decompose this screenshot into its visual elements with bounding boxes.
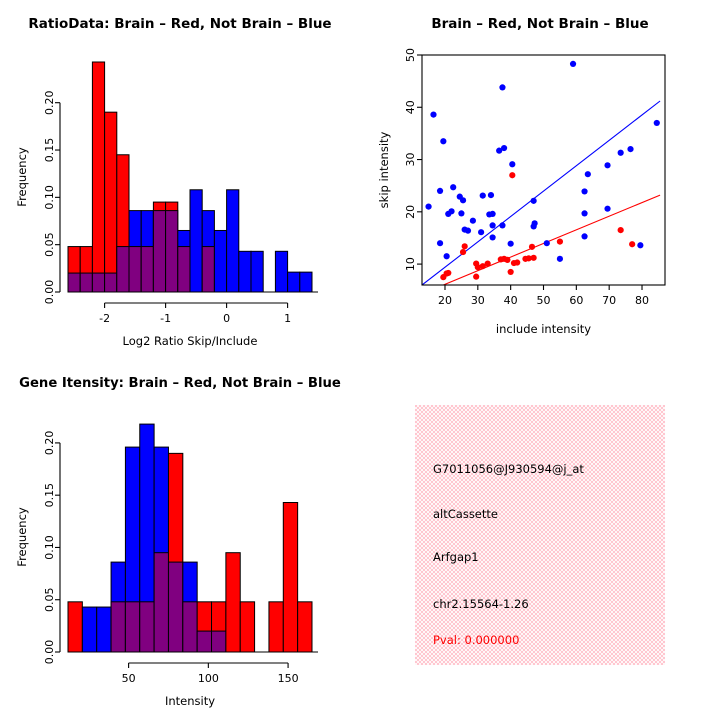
panel-gene-info: G7011056@J930594@j_at altCassette Arfgap… bbox=[360, 360, 720, 720]
svg-text:-1: -1 bbox=[160, 312, 171, 325]
panel-gene-histogram: Gene Itensity: Brain – Red, Not Brain – … bbox=[0, 360, 360, 720]
svg-text:Frequency: Frequency bbox=[15, 507, 29, 567]
scatter-title: Brain – Red, Not Brain – Blue bbox=[431, 16, 649, 32]
svg-text:70: 70 bbox=[602, 294, 616, 307]
svg-text:0: 0 bbox=[223, 312, 230, 325]
gene-histogram-axes: 0.00 0.05 0.10 0.15 0.20 50 100 150 Intensity Fre… bbox=[15, 431, 318, 708]
ratio-histogram-axes: 0.00 0.05 0.10 0.15 0.20 -2 -1 0 1 Log2 Ratio Ski… bbox=[15, 90, 318, 348]
svg-text:0.05: 0.05 bbox=[43, 232, 56, 257]
scatter-axes: 10 20 30 40 50 20 30 40 50 60 70 80 include intensit… bbox=[377, 48, 666, 336]
gene-histogram-title: Gene Itensity: Brain – Red, Not Brain – … bbox=[19, 376, 341, 391]
svg-text:0.20: 0.20 bbox=[43, 431, 56, 456]
svg-text:Log2 Ratio Skip/Include: Log2 Ratio Skip/Include bbox=[123, 334, 258, 348]
pvalue-label: Pval: 0.000000 bbox=[433, 633, 520, 647]
svg-text:150: 150 bbox=[278, 672, 299, 685]
svg-text:100: 100 bbox=[198, 672, 219, 685]
ratio-histogram-bars bbox=[67, 61, 313, 293]
gene-symbol-label: Arfgap1 bbox=[433, 550, 479, 564]
svg-text:0.20: 0.20 bbox=[43, 90, 56, 115]
svg-text:20: 20 bbox=[438, 294, 452, 307]
svg-text:0.00: 0.00 bbox=[43, 280, 56, 305]
scatter-fit-lines bbox=[422, 100, 661, 285]
event-type-label: altCassette bbox=[433, 507, 498, 521]
svg-text:0.15: 0.15 bbox=[43, 138, 56, 163]
panel-ratio-histogram: RatioData: Brain – Red, Not Brain – Blue… bbox=[0, 0, 360, 360]
svg-text:20: 20 bbox=[404, 205, 417, 219]
gene-info-box: G7011056@J930594@j_at altCassette Arfgap… bbox=[415, 405, 665, 665]
svg-text:60: 60 bbox=[569, 294, 583, 307]
probe-id-label: G7011056@J930594@j_at bbox=[433, 462, 584, 476]
svg-text:40: 40 bbox=[504, 294, 518, 307]
svg-text:0.10: 0.10 bbox=[43, 535, 56, 560]
svg-text:0.10: 0.10 bbox=[43, 185, 56, 210]
svg-text:40: 40 bbox=[404, 100, 417, 114]
svg-text:Intensity: Intensity bbox=[165, 694, 215, 708]
svg-text:1: 1 bbox=[284, 312, 291, 325]
svg-text:skip intensity: skip intensity bbox=[377, 131, 391, 208]
svg-text:10: 10 bbox=[404, 257, 417, 271]
scatter-plot: 10 20 30 40 50 20 30 40 50 60 70 80 include intensit… bbox=[377, 48, 666, 336]
svg-text:30: 30 bbox=[471, 294, 485, 307]
svg-text:30: 30 bbox=[404, 153, 417, 167]
scatter-points bbox=[425, 60, 660, 281]
locus-label: chr2.15564-1.26 bbox=[433, 597, 529, 611]
gene-histogram-plot: 0.00 0.05 0.10 0.15 0.20 50 100 150 Intensity Fre… bbox=[15, 423, 318, 708]
ratio-histogram-plot: 0.00 0.05 0.10 0.15 0.20 -2 -1 0 1 Log2 Ratio Ski… bbox=[15, 61, 318, 348]
svg-text:0.15: 0.15 bbox=[43, 483, 56, 508]
svg-text:-2: -2 bbox=[99, 312, 110, 325]
svg-text:50: 50 bbox=[537, 294, 551, 307]
svg-text:0.00: 0.00 bbox=[43, 640, 56, 665]
svg-text:Frequency: Frequency bbox=[15, 147, 29, 207]
ratio-histogram-title: RatioData: Brain – Red, Not Brain – Blue bbox=[28, 16, 332, 32]
svg-text:80: 80 bbox=[635, 294, 649, 307]
svg-text:0.05: 0.05 bbox=[43, 587, 56, 612]
svg-text:50: 50 bbox=[404, 48, 417, 62]
gene-histogram-bars bbox=[67, 423, 313, 653]
svg-text:include intensity: include intensity bbox=[496, 322, 591, 336]
panel-scatter: Brain – Red, Not Brain – Blue 10 20 30 40 50… bbox=[360, 0, 720, 360]
svg-text:50: 50 bbox=[122, 672, 136, 685]
